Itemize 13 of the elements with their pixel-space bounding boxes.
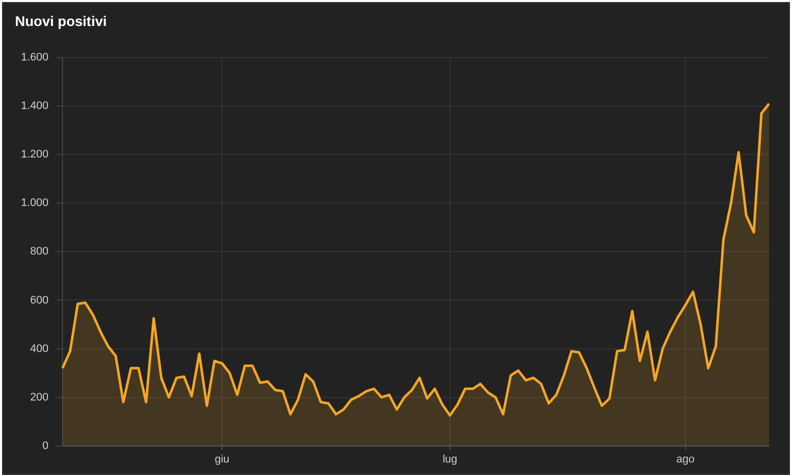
y-tick-label: 1.600	[20, 52, 49, 64]
y-tick-label: 800	[30, 246, 49, 258]
chart-title: Nuovi positivi	[15, 13, 107, 29]
y-tick-label: 200	[30, 391, 49, 404]
y-tick-label: 0	[42, 440, 49, 452]
y-tick-label: 1.400	[20, 100, 49, 112]
y-tick-label: 1.200	[20, 148, 49, 161]
y-tick-label: 400	[30, 342, 49, 355]
x-tick-label: ago	[676, 453, 695, 466]
y-tick-label: 600	[30, 294, 49, 306]
x-tick-label: lug	[442, 453, 458, 466]
x-tick-label: giu	[214, 453, 230, 466]
y-tick-label: 1.000	[20, 197, 49, 210]
